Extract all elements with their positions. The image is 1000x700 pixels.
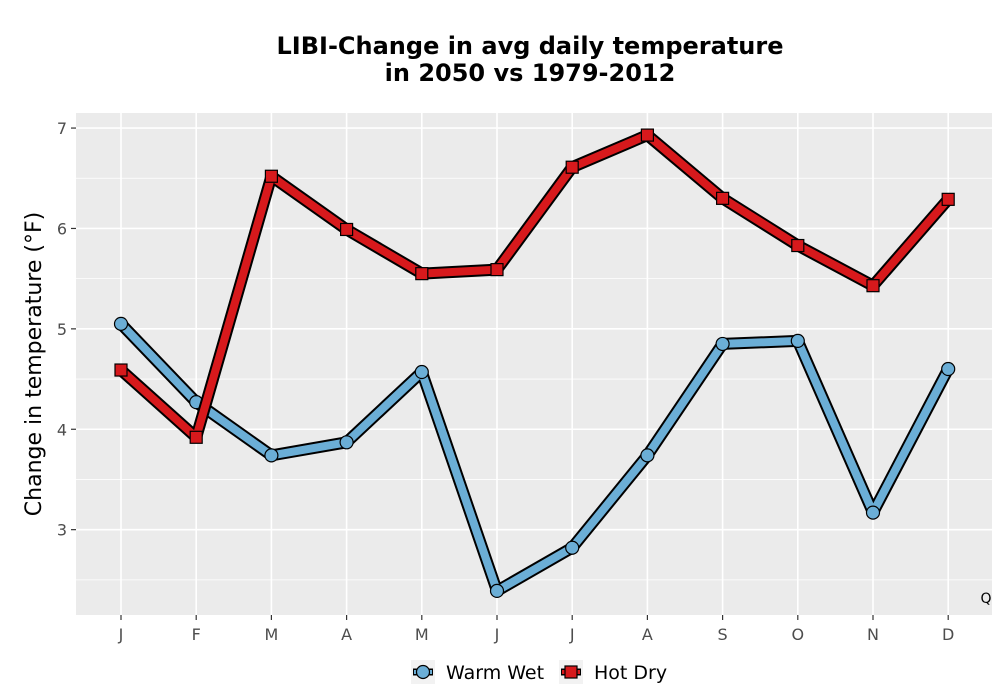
hot-dry-point <box>791 238 805 253</box>
x-tick-label: O <box>792 625 805 644</box>
hot-dry-point <box>715 191 730 205</box>
series-layer <box>113 128 956 599</box>
warm-wet-point <box>489 583 505 599</box>
hot-dry-point <box>189 430 203 444</box>
warm-wet-point <box>565 540 580 555</box>
warm-wet-legend-marker <box>415 664 431 680</box>
hot-dry-point <box>340 222 354 237</box>
x-tick-label: J <box>494 625 500 644</box>
warm-wet-point <box>113 316 129 331</box>
plot-panel <box>76 113 992 615</box>
x-tick-label: J <box>569 625 575 644</box>
hot-dry-point <box>114 363 128 377</box>
hot-dry-legend-label: Hot Dry <box>594 662 667 684</box>
hot-dry-line <box>117 131 953 442</box>
hot-dry-point <box>866 279 880 293</box>
hot-dry-point <box>264 169 278 183</box>
hot-dry-legend-marker <box>564 665 578 679</box>
corner-label: Q <box>980 591 991 607</box>
warm-wet-point <box>790 333 805 349</box>
hot-dry-point <box>640 128 655 142</box>
hot-dry-point <box>490 263 504 277</box>
grid-minor <box>76 177 992 581</box>
x-tick-label: S <box>718 625 728 644</box>
x-tick-label: F <box>192 625 201 644</box>
warm-wet-point <box>941 361 956 377</box>
warm-wet-legend-label: Warm Wet <box>446 662 544 684</box>
x-tick-label: J <box>118 625 124 644</box>
y-tick-label: 7 <box>57 119 67 138</box>
chart-title-line-1: LIBI-Change in avg daily temperature <box>277 32 784 60</box>
y-tick-label: 5 <box>57 320 67 339</box>
x-tick-label: N <box>867 625 879 644</box>
warm-wet-point <box>264 448 279 463</box>
y-axis-title: Change in temperature (°F) <box>22 212 47 516</box>
x-tick-label: A <box>642 625 653 644</box>
y-tick-label: 3 <box>57 521 67 540</box>
x-tick-label: A <box>341 625 352 644</box>
hot-dry-point <box>941 192 955 206</box>
x-tick-label: M <box>264 625 278 644</box>
warm-wet-point <box>339 435 354 450</box>
x-tick-label: D <box>942 625 954 644</box>
warm-wet-point <box>715 336 730 352</box>
axis-ticks: 3 4 5 6 7 J F M A M J J A S O N D <box>57 119 955 644</box>
hot-dry-point <box>415 267 429 281</box>
x-tick-label: M <box>415 625 429 644</box>
hot-dry-point <box>565 160 579 174</box>
y-tick-label: 6 <box>57 219 67 238</box>
warm-wet-point <box>640 448 655 463</box>
chart-title-line-2: in 2050 vs 1979-2012 <box>385 59 676 87</box>
legend: Warm Wet Hot Dry <box>411 660 667 684</box>
y-tick-label: 4 <box>57 420 67 439</box>
warm-wet-line <box>117 319 953 595</box>
warm-wet-point <box>865 505 881 520</box>
warm-wet-point <box>414 364 429 380</box>
